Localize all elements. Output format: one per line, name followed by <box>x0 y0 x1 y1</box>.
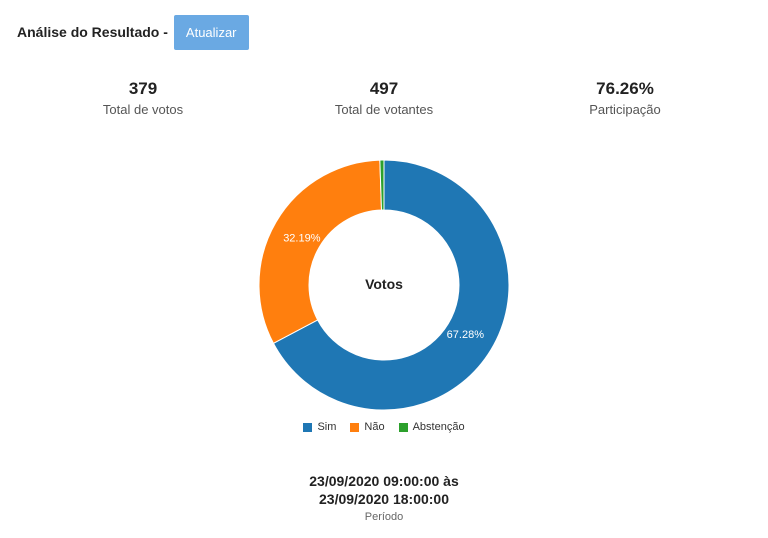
legend-item-nao[interactable]: Não <box>350 421 385 433</box>
legend-label-abstencao: Abstenção <box>412 421 465 433</box>
stat-total-votes-value: 379 <box>128 79 158 98</box>
stat-total-voters: 497 Total de votantes <box>284 78 484 120</box>
period-start: 23/09/2020 09:00:00 às <box>309 473 459 489</box>
legend-item-sim[interactable]: Sim <box>303 421 336 433</box>
period-end: 23/09/2020 18:00:00 <box>319 491 449 507</box>
period-label: Período <box>364 511 404 523</box>
donut-labels: 67.28% 32.19% <box>283 232 484 341</box>
legend-item-abstencao[interactable]: Abstenção <box>398 421 465 433</box>
donut-slice-sim[interactable] <box>272 159 510 411</box>
donut-label-nao: 32.19% <box>283 232 321 244</box>
legend-label-nao: Não <box>364 421 385 433</box>
header: Análise do Resultado - Atualizar <box>17 14 249 50</box>
page-title: Análise do Resultado - <box>17 24 168 40</box>
legend-label-sim: Sim <box>317 421 337 433</box>
stat-total-votes: 379 Total de votos <box>43 78 243 120</box>
stat-participation-value: 76.26% <box>596 79 654 98</box>
chart-legend: Sim Não Abstenção <box>0 421 768 433</box>
stat-total-voters-value: 497 <box>369 79 399 98</box>
legend-swatch-abstencao <box>398 422 408 432</box>
stat-total-votes-label: Total de votos <box>102 102 184 117</box>
stat-total-voters-label: Total de votantes <box>334 102 434 117</box>
donut-slice-abstencao[interactable] <box>379 159 385 211</box>
legend-swatch-nao <box>350 422 360 432</box>
refresh-button[interactable]: Atualizar <box>173 14 249 50</box>
stat-participation-label: Participação <box>589 102 661 117</box>
legend-swatch-sim <box>303 422 313 432</box>
stat-participation: 76.26% Participação <box>525 78 725 120</box>
donut-center-label: Votos <box>365 276 403 292</box>
donut-label-sim: 67.28% <box>447 329 485 341</box>
period: 23/09/2020 09:00:00 às 23/09/2020 18:00:… <box>0 472 768 526</box>
donut-slices <box>258 159 510 411</box>
donut-slice-nao[interactable] <box>258 159 383 344</box>
